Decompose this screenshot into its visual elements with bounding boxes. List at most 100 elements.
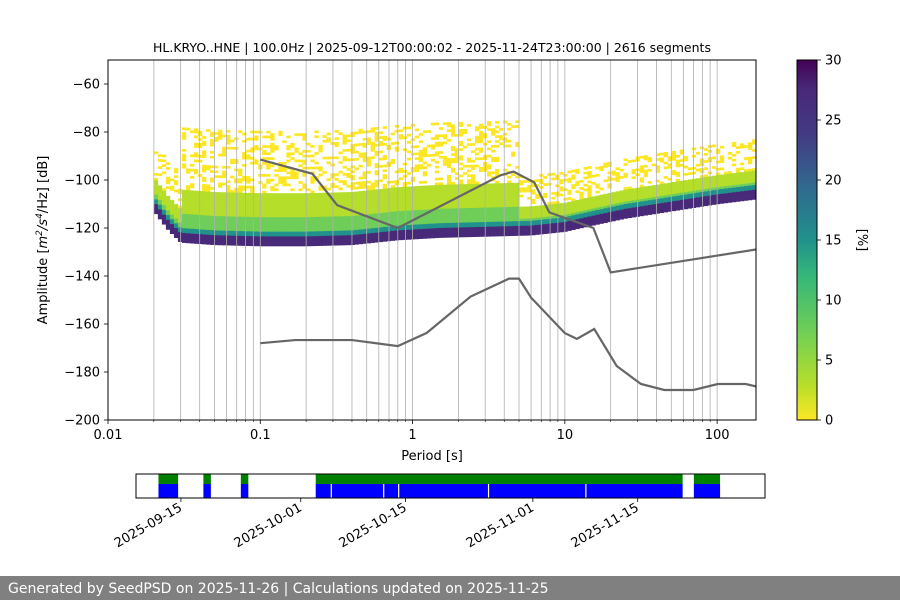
heatmap-cell	[631, 171, 636, 175]
heatmap-cell	[282, 243, 287, 247]
heatmap-cell	[555, 201, 560, 204]
heatmap-cell	[157, 166, 163, 169]
heatmap-cell	[342, 228, 347, 231]
heatmap-cell	[491, 185, 496, 189]
heatmap-cell	[185, 223, 191, 227]
heatmap-cell	[422, 200, 428, 203]
heatmap-cell	[390, 214, 396, 217]
heatmap-cell	[210, 211, 215, 214]
heatmap-cell	[294, 176, 299, 180]
heatmap-cell	[382, 212, 387, 216]
heatmap-cell	[394, 182, 400, 186]
heatmap-cell	[414, 193, 420, 197]
heatmap-cell	[254, 226, 259, 230]
heatmap-cell	[350, 177, 355, 181]
heatmap-cell	[290, 193, 295, 196]
heatmap-cell	[378, 222, 383, 226]
heatmap-cell	[422, 180, 428, 184]
heatmap-cell	[185, 218, 191, 222]
heatmap-cell	[563, 224, 568, 227]
heatmap-cell	[499, 228, 504, 232]
heatmap-cell	[442, 189, 448, 193]
heatmap-cell	[318, 240, 323, 244]
heatmap-cell	[503, 209, 508, 213]
heatmap-cell	[563, 219, 568, 223]
coverage-gap	[330, 484, 332, 498]
heatmap-cell	[523, 180, 528, 183]
heatmap-cell	[619, 209, 624, 213]
heatmap-cell	[334, 223, 339, 227]
heatmap-cell	[394, 192, 400, 195]
heatmap-cell	[495, 197, 500, 201]
heatmap-cell	[366, 211, 371, 215]
heatmap-cell	[699, 163, 705, 166]
heatmap-cell	[615, 172, 620, 175]
heatmap-cell	[314, 195, 319, 199]
heatmap-cell	[214, 194, 219, 198]
heatmap-cell	[282, 181, 287, 184]
heatmap-cell	[747, 159, 753, 162]
heatmap-cell	[599, 194, 604, 198]
heatmap-cell	[543, 207, 548, 210]
heatmap-cell	[458, 141, 464, 144]
heatmap-cell	[189, 209, 195, 213]
heatmap-cell	[442, 203, 448, 207]
heatmap-cell	[398, 189, 404, 193]
heatmap-cell	[703, 179, 709, 183]
heatmap-cell	[442, 163, 448, 166]
heatmap-cell	[470, 227, 476, 230]
heatmap-cell	[655, 196, 660, 200]
heatmap-cell	[262, 195, 267, 199]
heatmap-cell	[362, 200, 367, 203]
heatmap-cell	[390, 197, 396, 201]
heatmap-cell	[583, 183, 588, 187]
heatmap-cell	[250, 185, 255, 189]
heatmap-cell	[398, 218, 404, 221]
heatmap-cell	[422, 197, 428, 201]
heatmap-cell	[655, 194, 660, 197]
heatmap-cell	[398, 223, 404, 226]
heatmap-cell	[531, 198, 536, 202]
heatmap-cell	[711, 187, 717, 191]
heatmap-cell	[266, 174, 271, 177]
heatmap-cell	[515, 218, 520, 222]
heatmap-cell	[210, 194, 215, 197]
heatmap-cell	[434, 199, 440, 203]
heatmap-cell	[234, 146, 239, 150]
heatmap-cell	[366, 204, 371, 208]
heatmap-cell	[511, 192, 516, 196]
heatmap-cell	[535, 222, 540, 226]
heatmap-cell	[503, 202, 508, 205]
heatmap-cell	[314, 200, 319, 203]
heatmap-cell	[382, 214, 387, 218]
heatmap-cell	[643, 200, 648, 204]
heatmap-cell	[358, 205, 363, 209]
heatmap-cell	[358, 128, 363, 132]
heatmap-cell	[370, 189, 375, 193]
heatmap-cell	[358, 155, 363, 158]
heatmap-cell	[587, 216, 592, 220]
heatmap-cell	[366, 163, 371, 167]
heatmap-cell	[715, 151, 721, 154]
heatmap-cell	[270, 186, 275, 189]
heatmap-cell	[418, 219, 424, 223]
heatmap-cell	[181, 240, 187, 243]
heatmap-cell	[503, 231, 508, 234]
heatmap-cell	[555, 208, 560, 212]
heatmap-cell	[667, 206, 672, 210]
heatmap-cell	[627, 200, 632, 204]
heatmap-cell	[278, 198, 283, 201]
heatmap-cell	[434, 122, 440, 126]
heatmap-cell	[743, 190, 749, 194]
heatmap-cell	[286, 241, 291, 244]
heatmap-cell	[286, 231, 291, 235]
heatmap-cell	[450, 184, 456, 188]
heatmap-cell	[487, 140, 492, 143]
heatmap-cell	[619, 195, 624, 198]
heatmap-cell	[286, 202, 291, 206]
heatmap-cell	[173, 220, 179, 224]
heatmap-cell	[535, 224, 540, 228]
heatmap-cell	[206, 222, 211, 226]
heatmap-cell	[406, 150, 412, 154]
heatmap-cell	[266, 229, 271, 232]
